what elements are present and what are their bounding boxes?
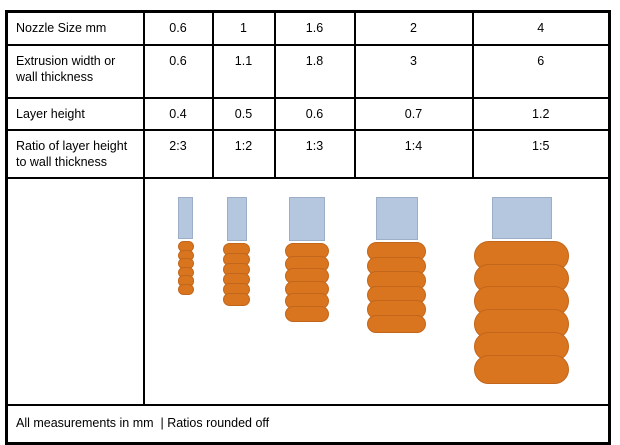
cell-value: 6 — [471, 44, 611, 99]
footer-note: All measurements in mm | Ratios rounded … — [5, 404, 611, 445]
table-row: Layer height 0.4 0.5 0.6 0.7 1.2 — [5, 97, 611, 131]
table-row: Nozzle Size mm 0.6 1 1.6 2 4 — [5, 10, 611, 46]
cell-value: 1.2 — [471, 97, 611, 131]
diagram-empty-label-cell — [5, 177, 145, 406]
extrusion-layer — [474, 354, 569, 384]
nozzle-rect — [226, 197, 247, 241]
cell-value: 0.6 — [273, 97, 356, 131]
nozzle-rect — [491, 197, 552, 239]
table-row: Extrusion width or wall thickness 0.6 1.… — [5, 44, 611, 99]
row-label-nozzle-size: Nozzle Size mm — [5, 10, 145, 46]
cell-value: 1 — [211, 10, 276, 46]
diagram-cell — [142, 177, 611, 406]
cell-value: 0.6 — [142, 10, 214, 46]
cell-value: 4 — [471, 10, 611, 46]
footer-row: All measurements in mm | Ratios rounded … — [5, 404, 611, 445]
row-label-layer-height: Layer height — [5, 97, 145, 131]
nozzle-rect — [178, 197, 193, 239]
cell-value: 1.1 — [211, 44, 276, 99]
nozzle-rect — [288, 197, 325, 241]
cell-value: 1.8 — [273, 44, 356, 99]
cell-value: 1:2 — [211, 129, 276, 179]
cell-value: 3 — [353, 44, 474, 99]
cell-value: 0.5 — [211, 97, 276, 131]
extrusion-layer — [223, 293, 250, 306]
cell-value: 1:4 — [353, 129, 474, 179]
table-row: Ratio of layer height to wall thickness … — [5, 129, 611, 179]
cell-value: 0.7 — [353, 97, 474, 131]
nozzle-extrusion-diagram — [146, 180, 608, 403]
extrusion-layer — [284, 305, 329, 322]
cell-value: 2:3 — [142, 129, 214, 179]
cell-value: 0.6 — [142, 44, 214, 99]
extrusion-layer — [367, 314, 426, 334]
cell-value: 2 — [353, 10, 474, 46]
nozzle-spec-table: Nozzle Size mm 0.6 1 1.6 2 4 Extrusion w… — [5, 10, 611, 445]
row-label-extrusion-width: Extrusion width or wall thickness — [5, 44, 145, 99]
cell-value: 1:3 — [273, 129, 356, 179]
nozzle-rect — [375, 197, 418, 240]
cell-value: 0.4 — [142, 97, 214, 131]
cell-value: 1.6 — [273, 10, 356, 46]
row-label-ratio: Ratio of layer height to wall thickness — [5, 129, 145, 179]
extrusion-layer — [177, 284, 194, 296]
diagram-row — [5, 177, 611, 406]
cell-value: 1:5 — [471, 129, 611, 179]
